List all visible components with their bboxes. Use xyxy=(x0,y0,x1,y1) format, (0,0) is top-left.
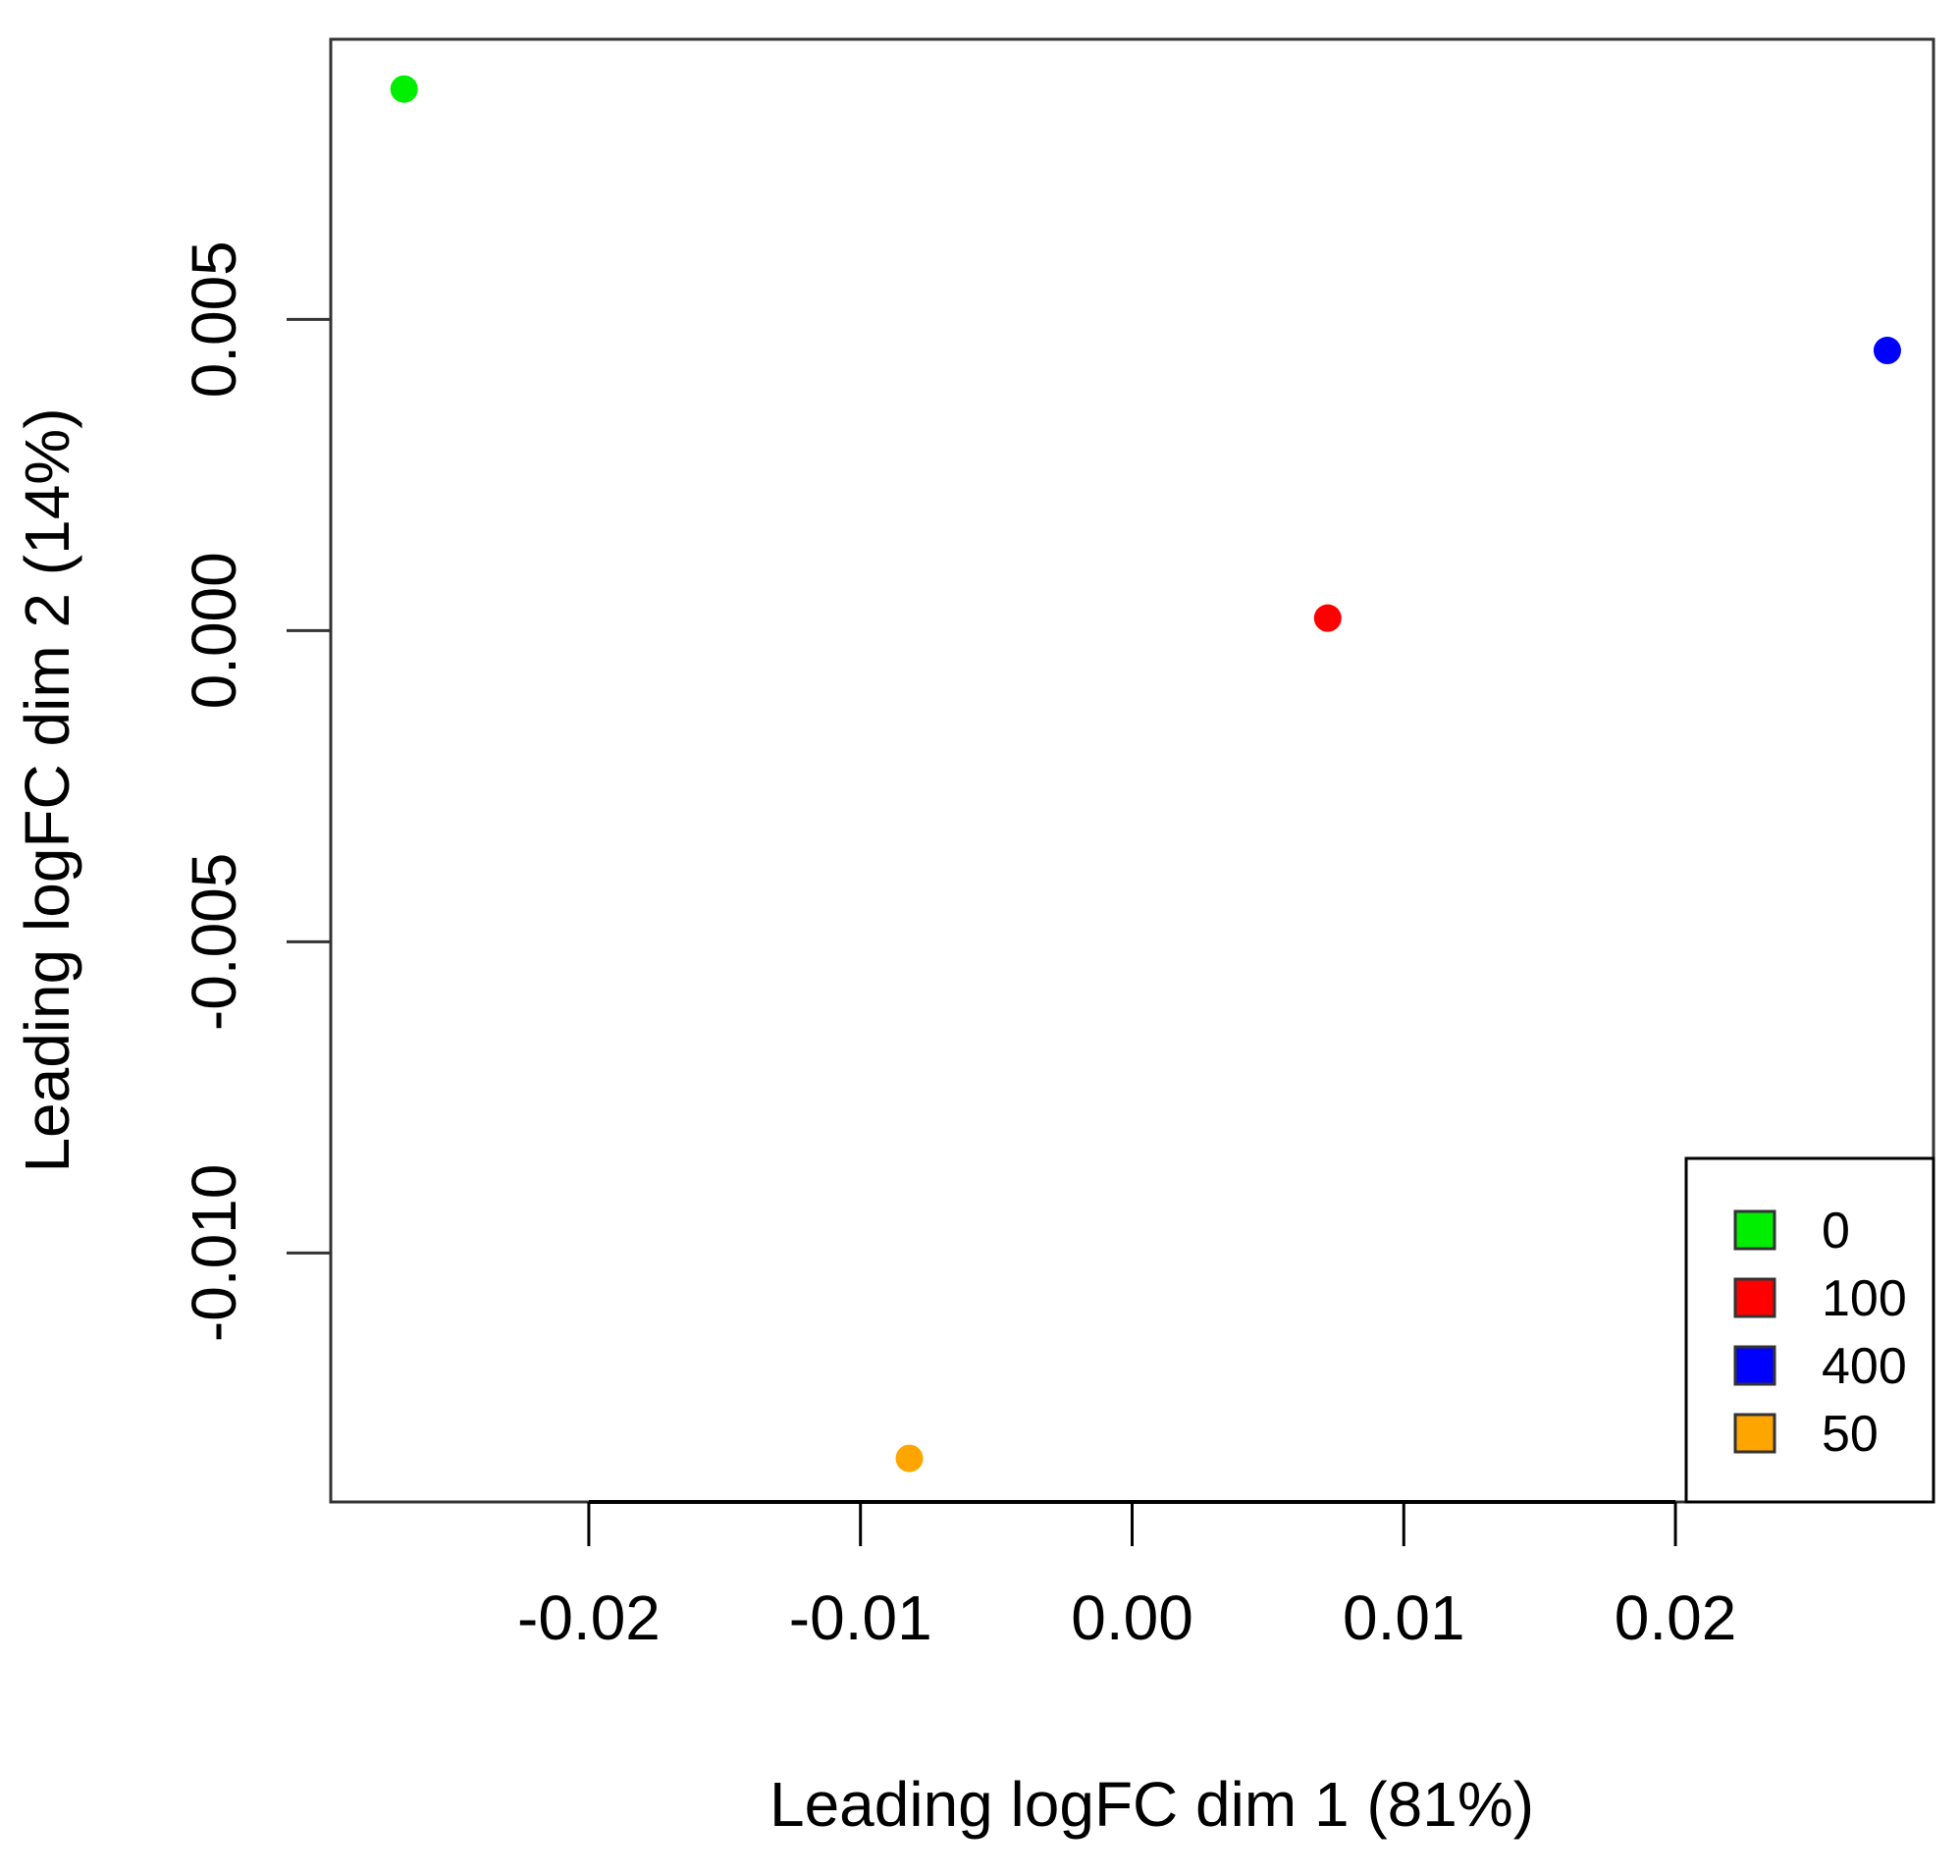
y-axis-title: Leading logFC dim 2 (14%) xyxy=(12,407,82,1172)
x-tick-label: -0.01 xyxy=(789,1582,932,1653)
x-tick-label: 0.00 xyxy=(1071,1582,1193,1653)
legend-swatch-400 xyxy=(1733,1345,1776,1386)
legend-swatch-50 xyxy=(1733,1413,1776,1454)
x-axis: -0.02 -0.01 0.00 0.01 0.02 xyxy=(517,1500,1737,1653)
y-tick-label: -0.005 xyxy=(179,853,249,1031)
legend-box xyxy=(1684,1156,1935,1504)
data-points xyxy=(390,75,1901,1473)
legend-label-50: 50 xyxy=(1822,1406,1879,1463)
y-tick-label: 0.000 xyxy=(179,552,249,709)
x-axis-title: Leading logFC dim 1 (81%) xyxy=(769,1769,1534,1840)
data-point-50 xyxy=(895,1444,924,1473)
data-point-100 xyxy=(1313,604,1342,632)
y-axis: -0.010 -0.005 0.000 0.005 xyxy=(179,241,333,1342)
legend: 0 100 400 50 xyxy=(1684,1156,1935,1504)
legend-label-400: 400 xyxy=(1822,1338,1907,1395)
y-tick-label: 0.005 xyxy=(179,241,249,398)
legend-swatch-100 xyxy=(1733,1277,1776,1318)
x-tick-label: 0.02 xyxy=(1615,1582,1737,1653)
data-point-0 xyxy=(390,75,418,103)
y-tick-label: -0.010 xyxy=(179,1164,249,1342)
legend-label-100: 100 xyxy=(1822,1270,1907,1327)
legend-label-0: 0 xyxy=(1822,1203,1850,1260)
x-tick-label: 0.01 xyxy=(1343,1582,1465,1653)
x-tick-label: -0.02 xyxy=(517,1582,661,1653)
legend-swatch-0 xyxy=(1733,1209,1776,1251)
data-point-400 xyxy=(1873,337,1901,365)
